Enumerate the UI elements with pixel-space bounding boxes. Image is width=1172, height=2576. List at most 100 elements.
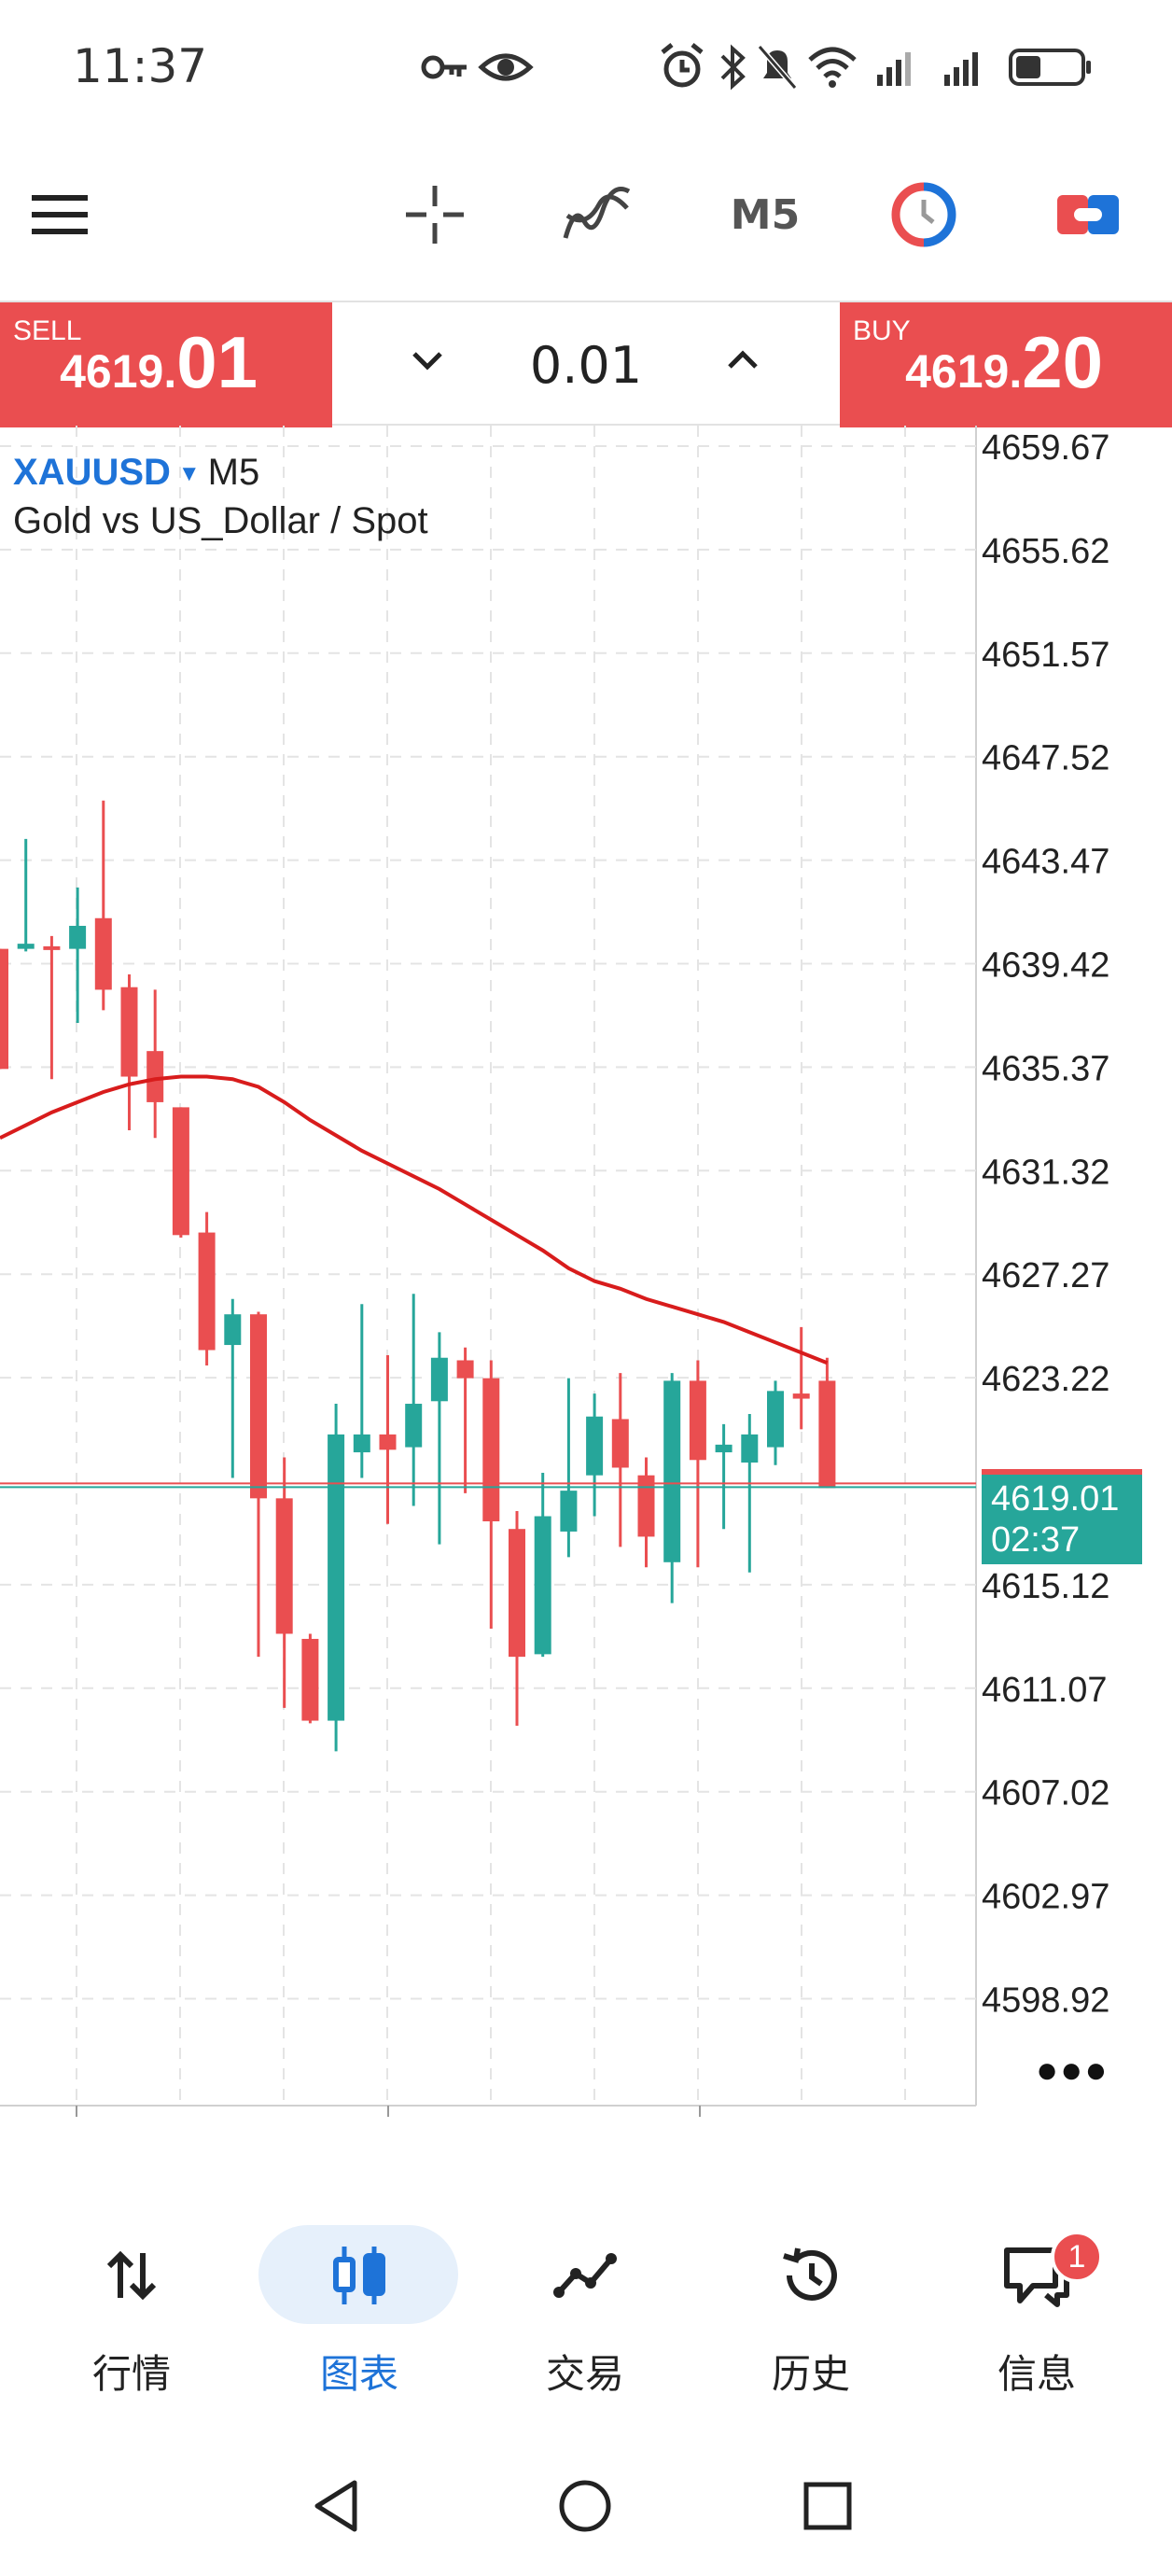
unread-badge: 1 xyxy=(1051,2231,1103,2283)
back-icon[interactable] xyxy=(306,2473,371,2539)
nav-messages-label: 信息 xyxy=(997,2351,1076,2397)
caret-down-icon[interactable]: ▼ xyxy=(177,461,201,487)
candle-body xyxy=(328,1434,345,1721)
candle-body xyxy=(275,1498,293,1634)
y-tick-label: 4615.12 xyxy=(982,1567,1109,1606)
candle-body xyxy=(301,1638,319,1721)
nav-trade[interactable]: 交易 xyxy=(487,2203,683,2408)
candle-body xyxy=(534,1516,551,1655)
candle-body xyxy=(482,1378,500,1521)
candle-body xyxy=(224,1314,242,1346)
timeframe-label: M5 xyxy=(730,190,801,239)
y-tick-label: 4602.97 xyxy=(982,1878,1109,1917)
candle-body xyxy=(353,1434,370,1453)
nav-messages[interactable]: 1 信息 xyxy=(939,2203,1135,2408)
nav-quotes[interactable]: 行情 xyxy=(34,2203,230,2408)
candle-body xyxy=(792,1393,810,1399)
candle-body xyxy=(560,1491,578,1532)
y-tick-label: 4643.47 xyxy=(982,843,1109,882)
crosshair-icon xyxy=(406,186,464,244)
lot-increase-button[interactable] xyxy=(715,332,771,388)
active-tab-indicator xyxy=(258,2225,458,2324)
candle-body xyxy=(146,1051,164,1102)
candle-body xyxy=(250,1314,267,1499)
buy-button[interactable]: BUY 4619.20 xyxy=(840,302,1172,427)
messages-icon xyxy=(939,2238,1135,2313)
status-time: 11:37 xyxy=(73,39,208,93)
nav-quotes-label: 行情 xyxy=(91,2351,171,2397)
candlestick-chart[interactable]: 4659.67 4655.62 4651.57 4647.52 4643.47 4639.… xyxy=(0,426,1172,2124)
candle-body xyxy=(69,925,87,949)
buy-price-prefix: 4619. xyxy=(905,345,1023,398)
timeframe-button[interactable]: M5 xyxy=(719,168,812,261)
candle-body xyxy=(586,1416,604,1476)
y-tick-label: 4647.52 xyxy=(982,739,1109,778)
moving-average-line xyxy=(0,1074,829,1365)
y-tick-label: 4659.67 xyxy=(982,428,1109,468)
buy-price-pips: 20 xyxy=(1022,321,1103,403)
candle-body xyxy=(741,1434,759,1463)
current-price-tag: 4619.01 02:37 xyxy=(982,1469,1142,1564)
recents-icon[interactable] xyxy=(795,2473,860,2539)
y-tick-label: 4623.22 xyxy=(982,1360,1109,1399)
price-chart[interactable]: 4659.67 4655.62 4651.57 4647.52 4643.47 4639.… xyxy=(0,426,1172,2124)
candle-body xyxy=(405,1404,423,1448)
mute-icon xyxy=(757,45,798,90)
y-tick-label: 4598.92 xyxy=(982,1981,1109,2021)
chevron-up-icon xyxy=(728,350,758,369)
chart-toolbar: M5 xyxy=(0,168,1172,261)
nav-history-label: 历史 xyxy=(771,2351,850,2397)
lot-size-value[interactable]: 0.01 xyxy=(529,336,643,395)
bar-countdown: 02:37 xyxy=(991,1520,1081,1560)
menu-icon xyxy=(32,195,88,234)
candle-body xyxy=(818,1380,836,1489)
x-tick-label: 30 Apr 16:10 xyxy=(86,2123,287,2124)
buy-label: BUY xyxy=(853,315,911,346)
menu-button[interactable] xyxy=(22,168,97,261)
lot-decrease-button[interactable] xyxy=(399,332,455,388)
x-tick-label: 30 Apr 17:10 xyxy=(398,2123,599,2124)
sell-button[interactable]: SELL 4619.01 xyxy=(0,302,332,427)
nav-chart[interactable]: 图表 xyxy=(261,2203,457,2408)
one-click-trading-icon xyxy=(891,182,956,247)
nav-history[interactable]: 历史 xyxy=(713,2203,909,2408)
eye-icon xyxy=(478,53,534,81)
trade-toggle-button[interactable] xyxy=(1051,168,1125,261)
more-options-icon[interactable]: ●●● xyxy=(1036,2050,1109,2091)
symbol-header[interactable]: XAUUSD ▼ M5 xyxy=(13,452,259,494)
crosshair-button[interactable] xyxy=(398,168,472,261)
one-click-trading-button[interactable] xyxy=(886,168,961,261)
wifi-icon xyxy=(808,47,857,88)
chevron-down-icon xyxy=(412,352,442,371)
candle-body xyxy=(663,1380,681,1562)
x-tick-label: 30 Apr 18:10 xyxy=(709,2123,911,2124)
y-tick-label: 4655.62 xyxy=(982,532,1109,571)
y-tick-label: 4607.02 xyxy=(982,1774,1109,1813)
y-tick-label: 4651.57 xyxy=(982,636,1109,675)
sell-label: SELL xyxy=(13,315,82,346)
symbol-timeframe: M5 xyxy=(207,452,260,493)
indicators-button[interactable] xyxy=(560,168,635,261)
key-icon xyxy=(421,55,467,79)
nav-trade-label: 交易 xyxy=(545,2351,624,2397)
trade-icon xyxy=(487,2238,683,2313)
home-icon[interactable] xyxy=(552,2473,618,2539)
symbol-description: Gold vs US_Dollar / Spot xyxy=(13,500,428,541)
candle-body xyxy=(767,1391,784,1448)
current-price: 4619.01 xyxy=(991,1479,1120,1519)
y-tick-label: 4627.27 xyxy=(982,1256,1109,1295)
candle-body xyxy=(198,1232,216,1351)
candle-body xyxy=(715,1444,732,1453)
system-navigation xyxy=(0,2455,1172,2548)
y-tick-label: 4639.42 xyxy=(982,946,1109,986)
y-tick-label: 4631.32 xyxy=(982,1153,1109,1192)
bluetooth-icon xyxy=(720,44,746,91)
nav-chart-label: 图表 xyxy=(319,2351,398,2397)
history-icon xyxy=(713,2238,909,2313)
indicators-icon xyxy=(563,187,631,239)
quotes-icon xyxy=(34,2238,230,2313)
candle-body xyxy=(120,987,138,1077)
symbol-name[interactable]: XAUUSD xyxy=(13,452,171,493)
signal-icon xyxy=(944,52,978,86)
candle-body xyxy=(509,1529,525,1658)
